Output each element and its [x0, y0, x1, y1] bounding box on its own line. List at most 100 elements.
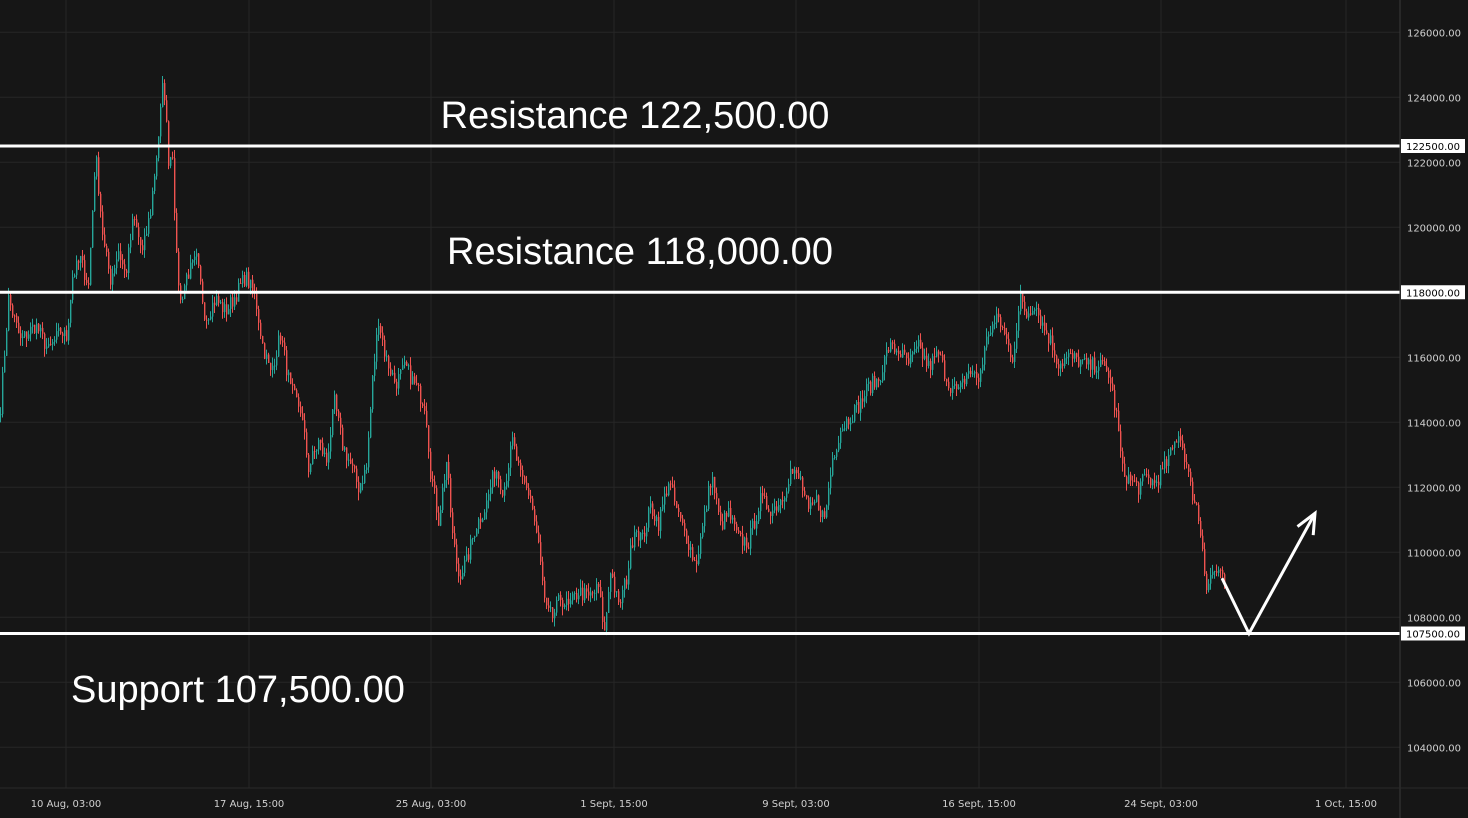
- candle-body: [1120, 431, 1122, 452]
- candle-body: [564, 605, 566, 608]
- candle-body: [110, 268, 112, 285]
- candle-body: [1172, 447, 1174, 449]
- candle-body: [174, 158, 176, 213]
- candle-body: [868, 381, 870, 384]
- candle-body: [500, 479, 502, 491]
- candle-body: [680, 511, 682, 519]
- candle-body: [430, 451, 432, 479]
- x-tick-label: 1 Oct, 15:00: [1315, 799, 1377, 810]
- candle-body: [728, 508, 730, 517]
- candle-body: [1058, 364, 1060, 369]
- candle-body: [626, 579, 628, 585]
- candle-body: [86, 279, 88, 283]
- candle-body: [1012, 357, 1014, 362]
- candle-body: [1214, 571, 1216, 573]
- candle-body: [964, 378, 966, 385]
- projection-path: [1220, 512, 1317, 637]
- y-tick-label: 122000.00: [1407, 158, 1461, 169]
- candle-body: [1210, 574, 1212, 584]
- candle-body: [130, 240, 132, 248]
- candle-body: [6, 330, 8, 356]
- candle-body: [934, 356, 936, 358]
- candle-body: [586, 588, 588, 592]
- candle-body: [454, 533, 456, 545]
- candle-body: [1032, 310, 1034, 315]
- candle-body: [924, 355, 926, 359]
- arrow-head: [1296, 510, 1317, 536]
- candle-body: [1070, 353, 1072, 355]
- candle-body: [754, 521, 756, 529]
- candle-body: [856, 401, 858, 406]
- candle-body: [574, 593, 576, 595]
- candle-body: [250, 279, 252, 288]
- candle-body: [730, 508, 732, 520]
- candle-body: [1184, 448, 1186, 463]
- candle-body: [402, 365, 404, 370]
- candle-body: [488, 494, 490, 501]
- candle-body: [114, 268, 116, 274]
- candle-body: [528, 488, 530, 496]
- candle-body: [812, 502, 814, 504]
- candle-body: [412, 376, 414, 385]
- candle-body: [260, 322, 262, 336]
- projection-arrow: [1220, 510, 1317, 637]
- candle-body: [900, 354, 902, 358]
- candle-body: [472, 538, 474, 540]
- candle-body: [450, 478, 452, 513]
- candle-body: [560, 594, 562, 601]
- candle-body: [316, 449, 318, 452]
- x-tick-label: 10 Aug, 03:00: [31, 799, 102, 810]
- candle-body: [138, 227, 140, 238]
- candle-body: [972, 373, 974, 375]
- candle-body: [460, 576, 462, 579]
- candle-body: [422, 403, 424, 407]
- candle-body: [360, 483, 362, 493]
- candle-body: [1004, 327, 1006, 335]
- candle-body: [132, 218, 134, 241]
- candle-body: [324, 452, 326, 455]
- candle-body: [802, 477, 804, 491]
- candle-body: [596, 583, 598, 593]
- candle-body: [994, 322, 996, 325]
- candle-body: [332, 409, 334, 436]
- candle-body: [210, 316, 212, 320]
- candles: [0, 76, 1226, 636]
- candle-body: [1190, 471, 1192, 482]
- level-tag-label: 118000.00: [1406, 288, 1460, 299]
- candle-body: [806, 495, 808, 498]
- candle-body: [622, 589, 624, 603]
- candle-body: [1056, 355, 1058, 365]
- candle-body: [80, 256, 82, 263]
- candle-body: [290, 372, 292, 384]
- candle-body: [176, 212, 178, 252]
- candle-body: [1202, 535, 1204, 550]
- candle-body: [36, 323, 38, 334]
- candle-body: [284, 342, 286, 351]
- candle-body: [690, 547, 692, 550]
- candle-body: [212, 302, 214, 317]
- candle-body: [368, 437, 370, 468]
- candle-body: [892, 342, 894, 344]
- candle-body: [334, 394, 336, 410]
- candle-body: [474, 536, 476, 539]
- candle-body: [224, 304, 226, 313]
- candle-body: [744, 537, 746, 546]
- candle-body: [22, 336, 24, 339]
- y-tick-label: 110000.00: [1407, 548, 1461, 559]
- candle-body: [580, 587, 582, 596]
- candle-body: [510, 445, 512, 468]
- candle-body: [534, 509, 536, 522]
- candle-body: [140, 237, 142, 246]
- candle-body: [1064, 358, 1066, 367]
- candle-body: [648, 507, 650, 528]
- candle-body: [1008, 338, 1010, 346]
- candle-body: [1000, 317, 1002, 327]
- candle-body: [428, 425, 430, 452]
- candle-body: [1126, 476, 1128, 484]
- candle-body: [514, 437, 516, 447]
- candle-body: [578, 595, 580, 600]
- candle-body: [346, 447, 348, 461]
- candle-body: [1134, 480, 1136, 482]
- candle-body: [1060, 363, 1062, 369]
